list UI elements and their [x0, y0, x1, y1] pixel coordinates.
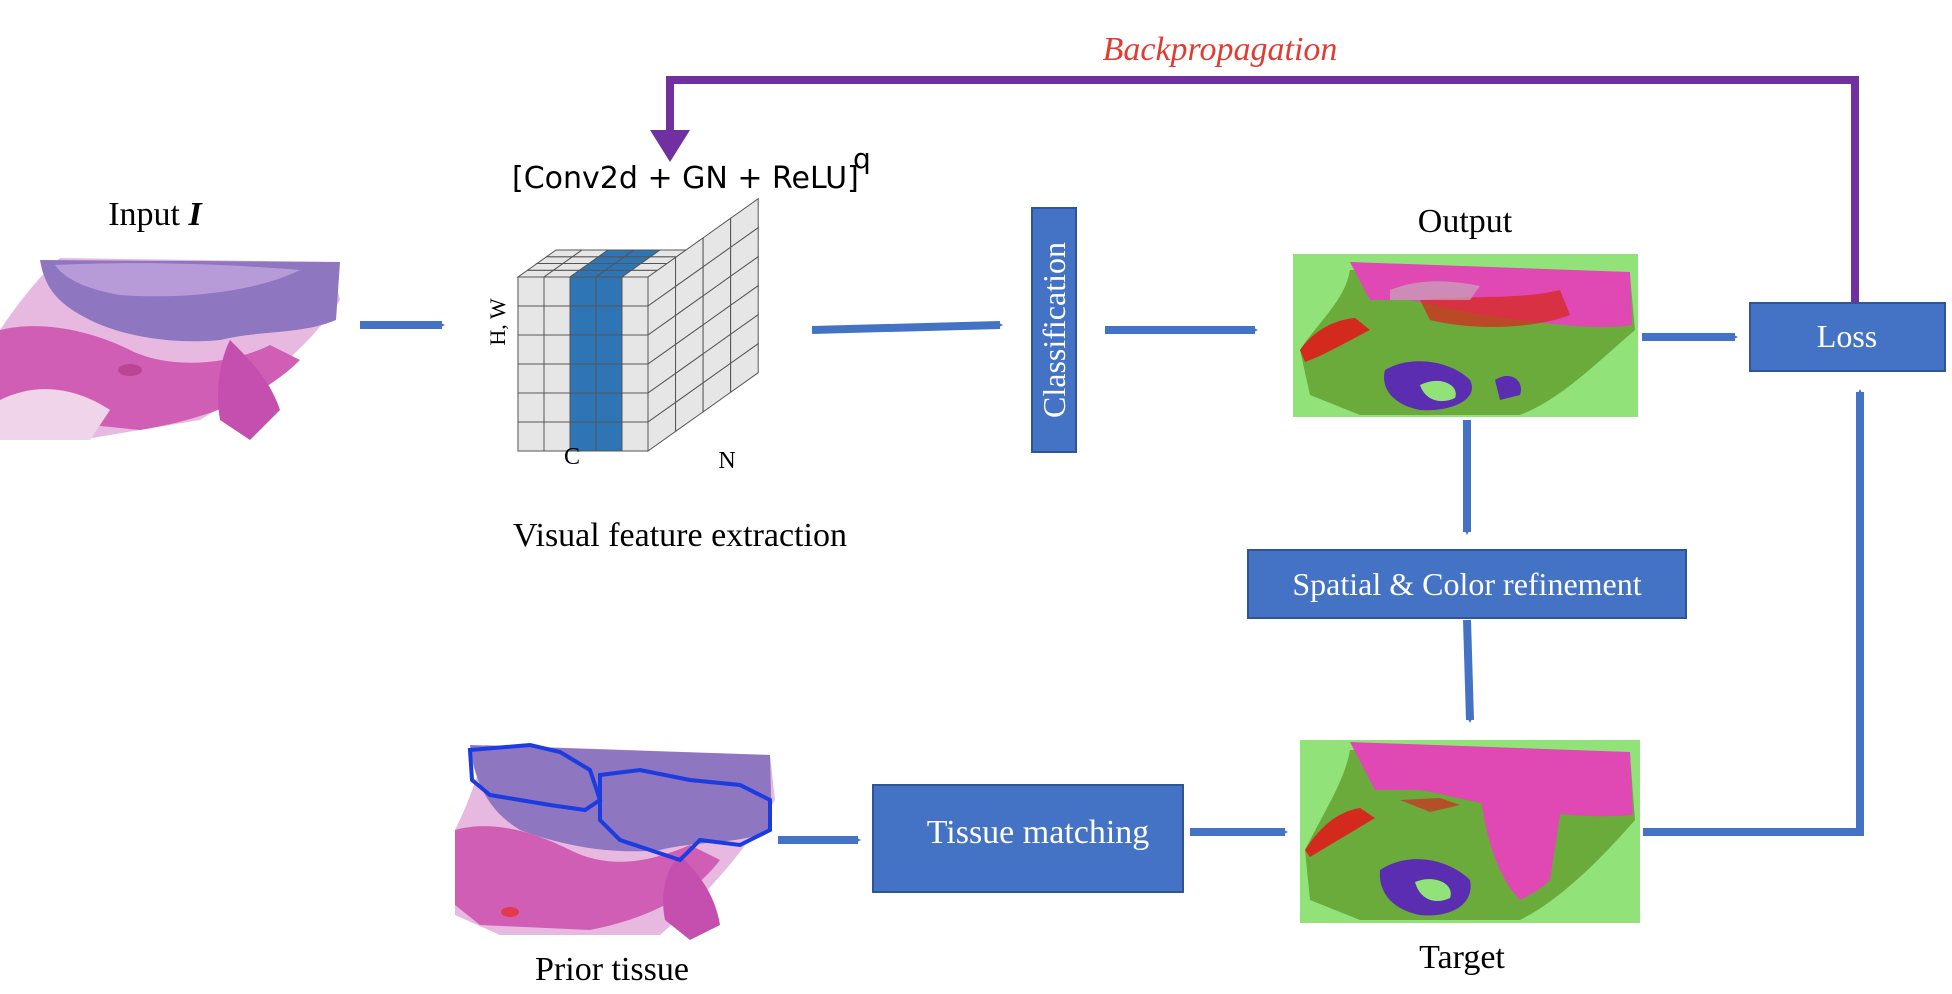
classification-box: Classification — [1031, 207, 1077, 453]
output-segmentation-map — [1293, 254, 1638, 417]
target-segmentation-map — [1300, 740, 1640, 923]
tissue-matching-box: Tissue matching — [872, 784, 1184, 893]
cube-front-cell — [569, 305, 597, 336]
cube-front-cell — [621, 363, 649, 394]
loss-box: Loss — [1749, 302, 1946, 372]
target-group: Target — [1300, 740, 1640, 976]
output-label: Output — [1418, 203, 1513, 240]
cube-front-cell — [621, 421, 649, 452]
cube-front-cell — [621, 334, 649, 365]
prior-tissue-label: Prior tissue — [535, 951, 689, 988]
cube-front-cell — [569, 276, 597, 307]
classification-label: Classification — [1036, 242, 1072, 418]
cube-front-cell — [543, 305, 571, 336]
cube-front-cell — [595, 392, 623, 423]
3d-grid-cube — [516, 197, 759, 452]
axis-c-label: C — [564, 444, 580, 470]
cube-front-cell — [621, 305, 649, 336]
cube-front-cell — [543, 392, 571, 423]
target-to-loss-arrow — [1643, 389, 1864, 836]
cube-side-cell — [730, 342, 759, 394]
feature-extraction-group: [Conv2d + GN + ReLU] q H, W C N Visual f… — [485, 142, 871, 554]
cube-front-cell — [517, 276, 545, 307]
cube-front-cell — [595, 305, 623, 336]
he-stained-tissue-image — [0, 255, 340, 440]
backprop-loop: Backpropagation — [650, 31, 1859, 305]
conv-block-label: [Conv2d + GN + ReLU] — [512, 161, 859, 196]
backprop-arrow — [666, 76, 1859, 305]
backprop-label: Backpropagation — [1103, 31, 1338, 68]
cube-front-cell — [595, 363, 623, 394]
cube-to-classification-arrow — [811, 321, 1003, 334]
cube-front-cell — [517, 363, 545, 394]
cube-front-cell — [569, 334, 597, 365]
cube-front-cell — [621, 276, 649, 307]
target-label: Target — [1419, 939, 1505, 976]
axis-hw-label: H, W — [485, 298, 510, 345]
cube-front-cell — [595, 421, 623, 452]
refinement-to-target-arrow — [1463, 619, 1474, 723]
tissue-matching-label: Tissue matching — [927, 814, 1150, 851]
cube-front-cell — [595, 276, 623, 307]
cube-front-cell — [517, 334, 545, 365]
output-group: Output — [1293, 203, 1638, 417]
input-group: Input I — [0, 196, 340, 440]
refinement-label: Spatial & Color refinement — [1292, 566, 1641, 602]
prior-tissue-group: Prior tissue — [455, 740, 775, 988]
cube-front-cell — [543, 334, 571, 365]
cube-front-cell — [517, 392, 545, 423]
cube-front-cell — [517, 421, 545, 452]
feature-extraction-caption: Visual feature extraction — [513, 517, 847, 554]
refinement-box: Spatial & Color refinement — [1247, 549, 1687, 619]
loss-label: Loss — [1817, 318, 1877, 354]
cube-front-cell — [569, 392, 597, 423]
backprop-arrowhead — [650, 130, 690, 162]
tissue-with-blue-contour — [455, 740, 775, 940]
cube-front-cell — [543, 276, 571, 307]
cube-front-cell — [569, 363, 597, 394]
cube-front-cell — [543, 363, 571, 394]
input-label: Input I — [108, 196, 203, 233]
cube-front-cell — [517, 305, 545, 336]
conv-exponent: q — [853, 142, 871, 175]
axis-n-label: N — [718, 448, 735, 474]
cube-front-cell — [621, 392, 649, 423]
cube-front-cell — [595, 334, 623, 365]
